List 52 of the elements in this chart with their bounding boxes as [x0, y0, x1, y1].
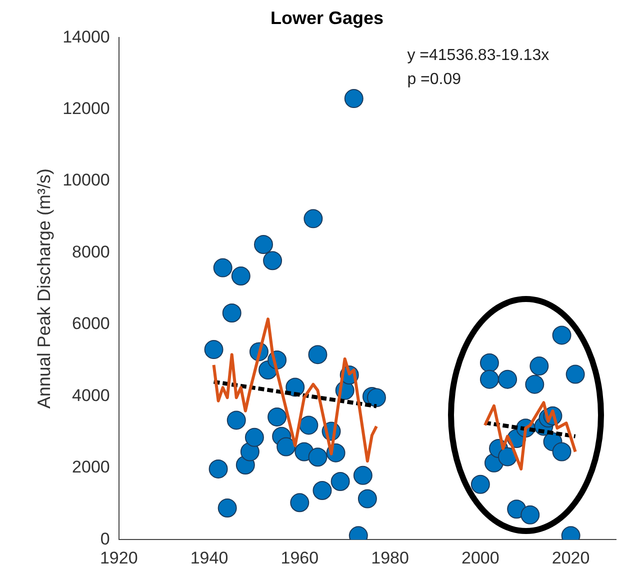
- point: [353, 466, 372, 485]
- point: [218, 498, 237, 518]
- x-tick-label: 1980: [371, 548, 409, 568]
- x-tick-label: 1960: [280, 548, 319, 568]
- y-tick-label: 14000: [62, 27, 110, 46]
- annotation: p =0.09: [407, 71, 462, 88]
- point: [304, 209, 323, 228]
- point: [290, 493, 310, 512]
- point: [222, 303, 242, 322]
- x-tick-label: 2000: [462, 548, 500, 568]
- point: [263, 251, 282, 270]
- point: [244, 428, 264, 447]
- point: [498, 370, 518, 389]
- point: [525, 374, 544, 394]
- y-tick-label: 6000: [72, 314, 110, 334]
- annotation: y =41536.83-19.13x: [407, 47, 550, 64]
- point: [530, 356, 549, 376]
- point: [226, 410, 246, 430]
- y-tick-label: 12000: [62, 99, 110, 118]
- point: [308, 345, 328, 364]
- point: [308, 448, 328, 467]
- point: [470, 474, 490, 494]
- point: [498, 447, 518, 466]
- y-tick-label: 0: [100, 529, 110, 548]
- point: [344, 89, 364, 108]
- point: [276, 437, 296, 456]
- point: [566, 364, 585, 384]
- point: [208, 459, 228, 478]
- x-tick-label: 1920: [100, 548, 138, 568]
- point: [231, 266, 250, 286]
- point: [268, 407, 287, 426]
- y-axis-title: Annual Peak Discharge (m³/s): [34, 168, 54, 409]
- y-tick-label: 4000: [72, 386, 110, 405]
- x-tick-label: 2020: [552, 548, 590, 568]
- x-tick-label: 1940: [190, 548, 228, 568]
- point: [312, 480, 332, 500]
- point: [366, 388, 386, 408]
- point: [552, 442, 572, 462]
- y-tick-label: 10000: [62, 170, 110, 190]
- y-tick-label: 2000: [72, 458, 110, 477]
- point: [299, 416, 318, 435]
- point: [480, 370, 499, 389]
- point: [480, 353, 499, 372]
- chart-title: Lower Gages: [270, 8, 384, 28]
- point: [552, 326, 572, 345]
- y-tick-label: 8000: [72, 242, 110, 262]
- point: [520, 505, 540, 524]
- point: [330, 472, 350, 492]
- point: [254, 234, 273, 254]
- point: [358, 489, 377, 508]
- point: [204, 340, 224, 360]
- point: [213, 258, 232, 278]
